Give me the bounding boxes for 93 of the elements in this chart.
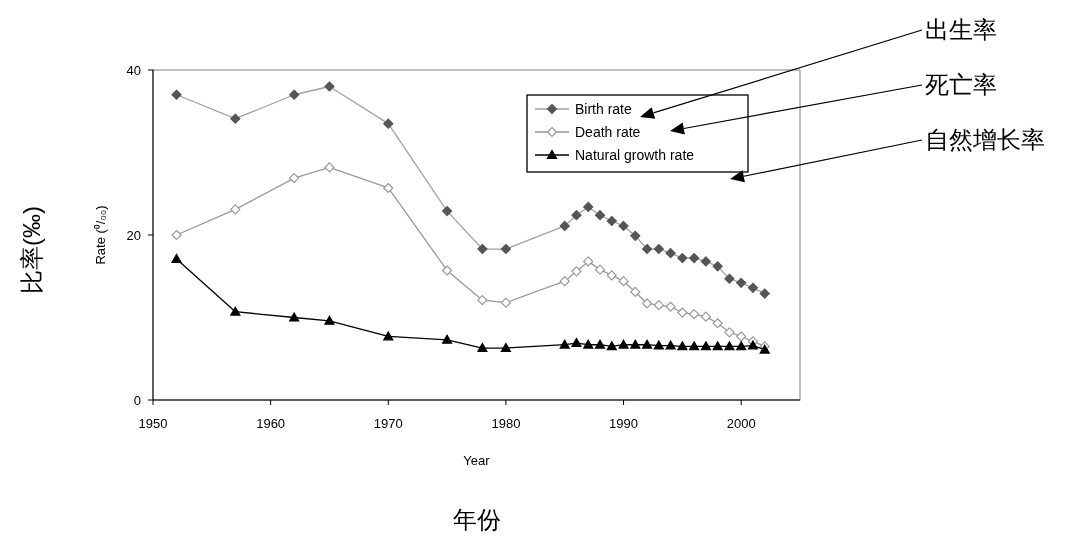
- point: [606, 341, 617, 351]
- point: [641, 298, 653, 309]
- point: [559, 339, 570, 349]
- point: [383, 118, 394, 129]
- point: [230, 113, 241, 124]
- point: [653, 243, 664, 255]
- x-axis-title: Year: [463, 453, 491, 468]
- point: [559, 276, 570, 287]
- point: [630, 286, 641, 298]
- point: [441, 265, 453, 276]
- point: [653, 340, 664, 350]
- text: 年份: [452, 506, 501, 533]
- point: [171, 89, 182, 100]
- point: [736, 277, 747, 288]
- point: [618, 339, 629, 349]
- point: [712, 341, 723, 351]
- x-tick-label: 1990: [609, 416, 639, 431]
- point: [583, 339, 594, 349]
- point: [289, 172, 300, 184]
- x-tick-label: 1960: [256, 416, 286, 431]
- point: [724, 273, 735, 284]
- point: [618, 220, 629, 232]
- point: [630, 230, 641, 241]
- point: [289, 89, 300, 100]
- point: [441, 334, 453, 344]
- point: [606, 215, 617, 227]
- legend-label: Natural growth rate: [575, 147, 695, 163]
- text: 死亡率: [925, 71, 997, 98]
- point: [677, 307, 688, 318]
- point: [665, 301, 676, 312]
- point: [230, 204, 241, 215]
- y-tick-label: 0: [133, 393, 141, 408]
- point: [618, 276, 629, 287]
- point: [559, 220, 570, 232]
- point: [689, 253, 700, 264]
- point: [594, 264, 606, 275]
- point: [594, 339, 606, 349]
- point: [641, 339, 653, 349]
- point: [571, 210, 582, 221]
- point: [712, 318, 723, 329]
- x-tick-label: 1970: [373, 416, 403, 431]
- legend-label: Death rate: [575, 124, 641, 140]
- x-tick-label: 2000: [726, 416, 756, 431]
- text: 出生率: [925, 16, 997, 43]
- point: [630, 339, 641, 349]
- point: [700, 256, 711, 267]
- point: [712, 261, 723, 272]
- point: [641, 243, 653, 255]
- point: [724, 341, 735, 351]
- point: [477, 342, 488, 352]
- point: [665, 340, 676, 350]
- point: [736, 331, 747, 342]
- point: [477, 295, 488, 306]
- point: [500, 243, 512, 255]
- point: [571, 337, 582, 348]
- point: [477, 243, 488, 255]
- point: [606, 270, 617, 281]
- point: [324, 162, 335, 173]
- point: [689, 309, 700, 320]
- point: [594, 210, 606, 221]
- point: [500, 342, 512, 352]
- point: [230, 306, 241, 316]
- text: 自然增长率: [925, 126, 1045, 153]
- point: [289, 312, 300, 322]
- point: [383, 182, 394, 194]
- point: [441, 205, 453, 217]
- point: [736, 341, 747, 351]
- point: [677, 341, 688, 351]
- y-axis-title: Rate (⁰/₀₀): [93, 205, 108, 265]
- y-tick-label: 20: [126, 228, 141, 243]
- point: [324, 81, 335, 92]
- point: [171, 253, 182, 263]
- point: [500, 297, 512, 308]
- point: [571, 266, 582, 277]
- point: [324, 315, 335, 325]
- point: [759, 288, 770, 299]
- point: [747, 282, 759, 293]
- text: 比率(‰): [18, 206, 45, 294]
- point: [383, 331, 394, 341]
- point: [665, 248, 676, 259]
- x-tick-label: 1980: [491, 416, 521, 431]
- point: [700, 341, 711, 351]
- point: [724, 327, 735, 338]
- y-tick-label: 40: [126, 63, 141, 78]
- point: [700, 311, 711, 322]
- point: [583, 256, 594, 267]
- point: [653, 300, 664, 311]
- point: [747, 340, 759, 350]
- point: [677, 253, 688, 264]
- point: [583, 201, 594, 213]
- x-tick-label: 1950: [138, 416, 168, 431]
- legend-label: Birth rate: [575, 101, 633, 117]
- point: [689, 341, 700, 351]
